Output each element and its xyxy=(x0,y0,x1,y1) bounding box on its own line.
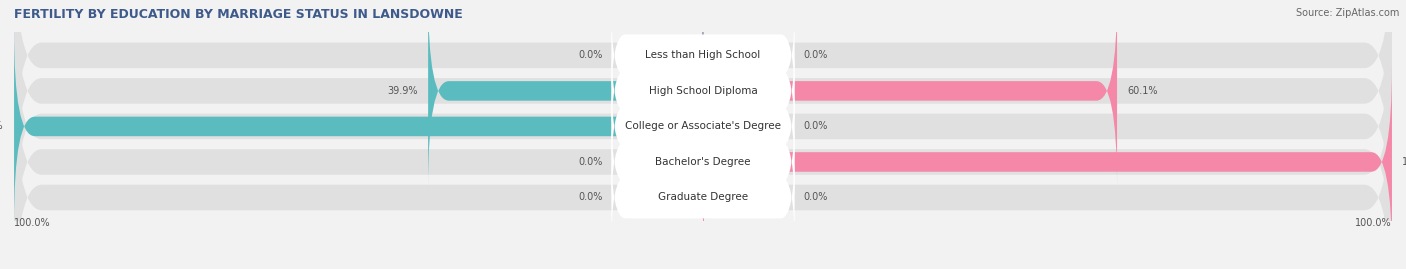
FancyBboxPatch shape xyxy=(612,112,794,212)
FancyBboxPatch shape xyxy=(703,0,1116,188)
Text: 100.0%: 100.0% xyxy=(1402,157,1406,167)
FancyBboxPatch shape xyxy=(14,0,1392,185)
FancyBboxPatch shape xyxy=(14,30,703,223)
Text: 39.9%: 39.9% xyxy=(387,86,418,96)
Text: 0.0%: 0.0% xyxy=(803,193,827,203)
Text: 0.0%: 0.0% xyxy=(803,50,827,60)
Text: 0.0%: 0.0% xyxy=(803,121,827,132)
Text: 100.0%: 100.0% xyxy=(0,121,4,132)
Text: Less than High School: Less than High School xyxy=(645,50,761,60)
Text: Source: ZipAtlas.com: Source: ZipAtlas.com xyxy=(1295,8,1399,18)
Text: Bachelor's Degree: Bachelor's Degree xyxy=(655,157,751,167)
FancyBboxPatch shape xyxy=(703,65,1392,259)
FancyBboxPatch shape xyxy=(14,33,1392,269)
FancyBboxPatch shape xyxy=(612,147,794,248)
FancyBboxPatch shape xyxy=(427,0,703,188)
Text: College or Associate's Degree: College or Associate's Degree xyxy=(626,121,780,132)
Text: 0.0%: 0.0% xyxy=(579,157,603,167)
FancyBboxPatch shape xyxy=(612,5,794,105)
Text: 100.0%: 100.0% xyxy=(1355,218,1392,228)
Text: 0.0%: 0.0% xyxy=(579,50,603,60)
Text: Graduate Degree: Graduate Degree xyxy=(658,193,748,203)
Text: 100.0%: 100.0% xyxy=(14,218,51,228)
FancyBboxPatch shape xyxy=(14,0,1392,256)
Text: High School Diploma: High School Diploma xyxy=(648,86,758,96)
FancyBboxPatch shape xyxy=(612,41,794,141)
Text: 60.1%: 60.1% xyxy=(1128,86,1159,96)
Text: FERTILITY BY EDUCATION BY MARRIAGE STATUS IN LANSDOWNE: FERTILITY BY EDUCATION BY MARRIAGE STATU… xyxy=(14,8,463,21)
Text: 0.0%: 0.0% xyxy=(579,193,603,203)
FancyBboxPatch shape xyxy=(612,76,794,176)
FancyBboxPatch shape xyxy=(14,68,1392,269)
FancyBboxPatch shape xyxy=(14,0,1392,220)
